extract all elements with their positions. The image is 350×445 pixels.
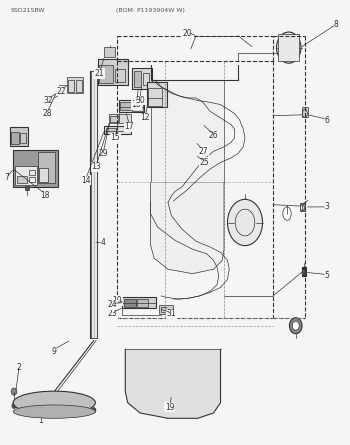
Text: 27: 27 [198, 147, 208, 156]
Ellipse shape [292, 321, 299, 330]
Bar [159, 305, 173, 314]
Text: 12: 12 [140, 113, 150, 122]
Ellipse shape [283, 207, 291, 220]
Bar [10, 127, 28, 146]
Bar [120, 102, 131, 110]
Bar [90, 71, 97, 338]
Bar [147, 82, 167, 107]
Text: 15: 15 [111, 134, 120, 142]
Bar [76, 80, 82, 92]
Ellipse shape [276, 32, 301, 63]
Ellipse shape [12, 403, 16, 409]
Text: 25: 25 [200, 158, 210, 167]
Bar [15, 166, 37, 185]
Bar [124, 299, 136, 307]
Bar [66, 77, 83, 93]
Ellipse shape [13, 391, 95, 414]
Text: 21: 21 [95, 69, 105, 78]
Text: 7: 7 [4, 174, 9, 182]
Bar [122, 297, 156, 308]
Text: 32: 32 [43, 96, 53, 105]
Text: 1: 1 [38, 416, 43, 425]
Bar [110, 116, 119, 122]
Bar [98, 59, 128, 85]
Bar [302, 267, 306, 276]
Bar [11, 132, 19, 144]
Text: 31: 31 [167, 309, 176, 318]
Ellipse shape [13, 405, 95, 418]
Text: 14: 14 [81, 176, 91, 185]
Text: 13: 13 [91, 162, 101, 171]
Text: 29: 29 [98, 149, 108, 158]
Bar [38, 152, 55, 183]
Bar [108, 114, 131, 123]
Text: 24: 24 [107, 300, 117, 309]
Polygon shape [125, 349, 220, 418]
Text: 19: 19 [165, 403, 175, 412]
Text: 18: 18 [40, 191, 50, 200]
Bar [39, 168, 48, 182]
Bar [143, 73, 149, 85]
Bar [99, 65, 113, 83]
Bar [148, 88, 162, 106]
Bar [68, 80, 74, 92]
Text: 2: 2 [17, 363, 22, 372]
Text: 9: 9 [52, 347, 57, 356]
Bar [132, 101, 143, 111]
Polygon shape [150, 182, 224, 274]
Bar [300, 203, 304, 211]
Bar [119, 100, 144, 112]
Bar [29, 170, 35, 175]
Ellipse shape [228, 199, 262, 246]
Text: 5: 5 [325, 271, 330, 280]
Bar [106, 128, 116, 134]
Bar [20, 134, 26, 143]
Ellipse shape [92, 408, 96, 413]
Bar [57, 87, 62, 94]
Ellipse shape [11, 388, 17, 395]
Bar [278, 34, 299, 61]
Text: (BOM: P1193904W W): (BOM: P1193904W W) [116, 8, 184, 13]
Text: 22: 22 [56, 87, 66, 96]
Text: 16: 16 [132, 100, 141, 109]
Bar [115, 69, 125, 82]
Text: 23: 23 [107, 309, 117, 318]
Text: 10: 10 [112, 296, 122, 305]
Bar [29, 177, 35, 182]
Bar [132, 68, 152, 89]
Bar [25, 186, 29, 190]
Bar [104, 126, 131, 134]
Bar [17, 176, 27, 183]
Ellipse shape [289, 318, 302, 334]
Bar [302, 107, 308, 117]
Text: SSD21SBW: SSD21SBW [10, 8, 45, 13]
Text: 4: 4 [101, 238, 106, 247]
Text: 26: 26 [209, 131, 218, 140]
Bar [91, 71, 97, 338]
Text: 28: 28 [42, 109, 52, 118]
Text: 30: 30 [135, 96, 145, 105]
Ellipse shape [282, 40, 295, 56]
Text: 17: 17 [125, 122, 134, 131]
Text: 20: 20 [182, 29, 192, 38]
Ellipse shape [302, 269, 306, 275]
Ellipse shape [301, 205, 304, 211]
Text: 8: 8 [334, 20, 338, 29]
Bar [161, 307, 166, 312]
Bar [150, 80, 224, 182]
Bar [137, 299, 148, 307]
Bar [104, 47, 115, 57]
Bar [134, 71, 141, 87]
Bar [13, 150, 58, 187]
Text: 6: 6 [325, 116, 330, 125]
Text: 3: 3 [325, 202, 330, 211]
